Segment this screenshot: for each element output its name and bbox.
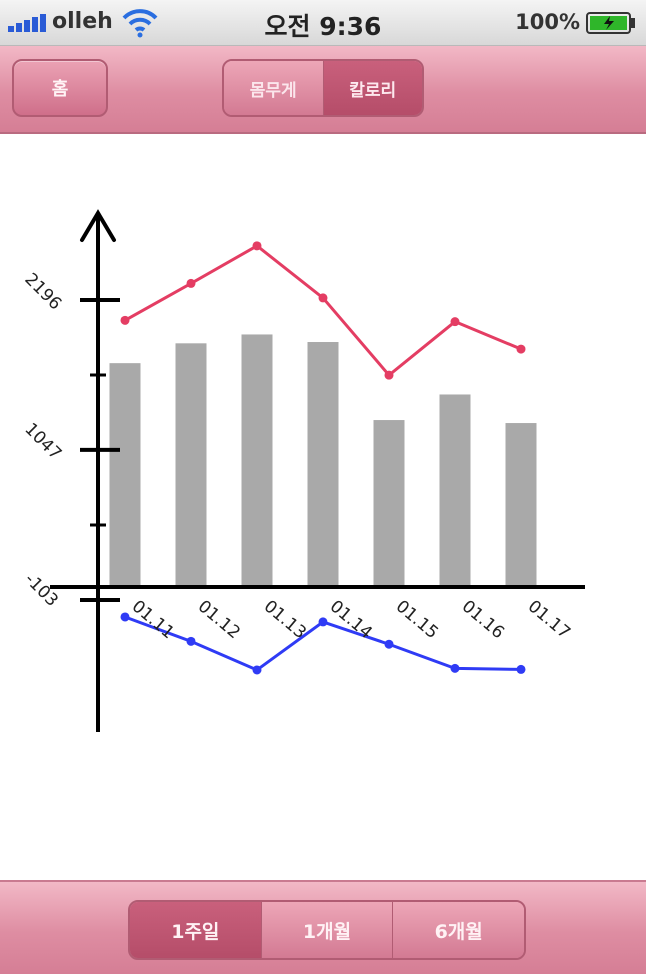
home-button[interactable]: 홈 <box>12 59 108 117</box>
series-bottom-point <box>516 664 526 674</box>
series-bottom-point <box>186 636 196 646</box>
series-top-point <box>318 293 328 303</box>
battery-icon <box>586 12 635 34</box>
series-bottom-point <box>450 663 460 673</box>
signal-icon <box>8 14 46 32</box>
bottom-bar: 1주일 1개월 6개월 <box>0 880 646 974</box>
segment-1-month[interactable]: 1개월 <box>260 902 393 958</box>
nav-bar: 홈 몸무게 칼로리 <box>0 46 646 134</box>
x-tick-label: 01.14 <box>326 597 376 644</box>
series-top-point <box>516 344 526 354</box>
segment-calorie[interactable]: 칼로리 <box>322 61 422 115</box>
chart-bar <box>307 342 339 587</box>
battery-percent: 100% <box>515 10 580 34</box>
status-bar: olleh 오전 9:36 100% <box>0 0 646 46</box>
series-top-point <box>384 370 394 380</box>
wifi-icon <box>122 9 158 38</box>
y-tick-label: 2196 <box>20 269 65 314</box>
series-bottom-point <box>318 617 328 627</box>
chart-bar <box>241 334 273 587</box>
series-top-point <box>252 241 262 251</box>
x-tick-label: 01.16 <box>458 597 508 644</box>
x-tick-label: 01.12 <box>194 597 244 644</box>
series-bottom-point <box>384 639 394 649</box>
period-segmented-control: 1주일 1개월 6개월 <box>128 900 526 960</box>
segment-6-months[interactable]: 6개월 <box>392 902 524 958</box>
segment-1-week-label: 1주일 <box>171 920 220 943</box>
y-tick-label: -103 <box>20 569 61 610</box>
home-button-label: 홈 <box>51 79 69 100</box>
chart-bar <box>505 423 537 587</box>
chart-bar <box>109 363 141 587</box>
series-bottom-point <box>120 612 130 622</box>
series-top-point <box>186 278 196 288</box>
chart-bar <box>373 420 405 587</box>
segment-weight-label: 몸무게 <box>249 80 297 101</box>
x-tick-label: 01.17 <box>524 597 574 644</box>
segment-1-week[interactable]: 1주일 <box>130 902 261 958</box>
segment-weight[interactable]: 몸무게 <box>224 61 323 115</box>
status-time: 오전 9:36 <box>264 12 382 41</box>
x-tick-label: 01.15 <box>392 597 442 644</box>
metric-segmented-control: 몸무게 칼로리 <box>222 59 424 117</box>
segment-1-month-label: 1개월 <box>302 920 352 943</box>
series-bottom-point <box>252 665 262 675</box>
series-top-point <box>120 315 130 325</box>
chart-bar <box>439 394 471 587</box>
carrier-name: olleh <box>52 9 113 34</box>
chart-bar <box>175 343 207 587</box>
series-top-point <box>450 317 460 327</box>
y-tick-label: 1047 <box>20 419 65 464</box>
segment-calorie-label: 칼로리 <box>349 80 397 101</box>
segment-6-months-label: 6개월 <box>434 920 483 943</box>
y-axis-arrow <box>80 209 116 242</box>
x-tick-label: 01.13 <box>260 597 310 644</box>
